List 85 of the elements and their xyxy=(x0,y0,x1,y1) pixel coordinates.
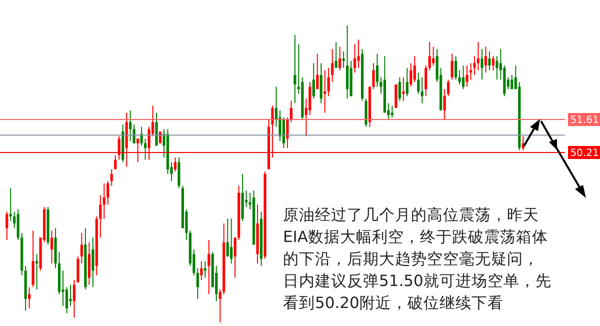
candlestick xyxy=(106,180,110,206)
candlestick xyxy=(432,46,435,66)
candlestick xyxy=(428,41,431,71)
candlestick xyxy=(92,237,94,288)
candlestick xyxy=(484,46,488,74)
candlestick xyxy=(16,208,20,240)
candlestick xyxy=(492,56,494,71)
candlestick xyxy=(50,230,54,264)
candlestick xyxy=(28,286,31,309)
candlestick xyxy=(234,237,236,278)
candlestick xyxy=(88,242,90,286)
candlestick xyxy=(80,232,83,264)
candlestick xyxy=(324,70,326,114)
candlestick xyxy=(144,138,147,160)
annotation: EIA数据大幅利空，终于跌破震荡箱体 xyxy=(283,228,548,246)
candlestick xyxy=(334,41,338,68)
candlestick xyxy=(178,156,180,189)
annotation: 看到50.20附近，破位继续下看 xyxy=(283,294,504,312)
candlestick xyxy=(476,41,480,71)
candlestick xyxy=(102,182,106,220)
candlestick xyxy=(114,154,117,170)
candlestick xyxy=(402,76,405,102)
candlestick xyxy=(174,156,177,172)
candlestick xyxy=(9,188,12,222)
candlestick xyxy=(99,194,102,238)
candlestick xyxy=(230,218,233,264)
candlestick xyxy=(316,53,319,90)
candlestick xyxy=(466,65,468,88)
candlestick xyxy=(155,112,158,146)
candlestick xyxy=(342,50,345,68)
candlestick xyxy=(424,65,428,97)
candlestick xyxy=(200,260,203,281)
annotation: 的下沿，后期大趋势空空毫无疑问， xyxy=(283,250,539,268)
candlestick xyxy=(320,62,322,104)
candlestick xyxy=(69,284,72,306)
candlestick xyxy=(496,56,498,80)
candlestick xyxy=(394,84,398,108)
candlestick xyxy=(208,239,210,295)
candlestick xyxy=(406,67,408,97)
candlestick xyxy=(469,62,472,80)
candlestick xyxy=(376,53,379,88)
candlestick xyxy=(218,288,222,323)
candlestick xyxy=(72,280,76,318)
candlestick xyxy=(410,62,412,88)
candlestick xyxy=(353,44,356,74)
candlestick xyxy=(308,82,312,116)
candlestick xyxy=(413,56,416,83)
candlestick xyxy=(294,34,296,104)
candlestick xyxy=(417,72,420,94)
candlestick xyxy=(196,268,199,300)
candlestick xyxy=(372,62,375,90)
candlestick xyxy=(204,260,206,278)
y-tick-label: 51.61 xyxy=(570,115,599,126)
candlestick xyxy=(364,98,368,128)
candlestick xyxy=(282,116,286,149)
candlestick xyxy=(390,105,394,118)
candlestick xyxy=(6,211,8,240)
candlestick xyxy=(488,50,491,71)
candlestick xyxy=(450,53,454,80)
candlestick xyxy=(327,67,330,97)
candlestick xyxy=(110,168,113,186)
candlestick xyxy=(443,88,446,120)
candlestick xyxy=(331,48,334,83)
candlestick xyxy=(129,110,132,142)
annotation: 原油经过了几个月的高位震荡，昨天 xyxy=(283,206,539,224)
candlestick xyxy=(420,76,424,104)
y-tick-label: 50.21 xyxy=(570,148,599,160)
candlestick xyxy=(346,24,349,100)
candlestick xyxy=(132,124,136,144)
candlestick xyxy=(357,39,360,68)
candlestick xyxy=(140,126,143,146)
candlestick xyxy=(480,48,484,80)
candlestick xyxy=(65,286,68,314)
annotation: 日内建议反弹51.50就可进场空单，先 xyxy=(283,272,552,290)
candlestick xyxy=(312,62,315,100)
candlestick xyxy=(462,65,465,90)
candlestick xyxy=(338,46,342,71)
candlestick xyxy=(398,76,401,102)
candlestick xyxy=(447,79,450,97)
candlestick xyxy=(454,56,458,80)
candlestick xyxy=(76,256,80,283)
candlestick xyxy=(36,254,38,290)
candlestick xyxy=(32,230,34,288)
candlestick xyxy=(226,218,229,257)
candlestick xyxy=(510,74,514,90)
